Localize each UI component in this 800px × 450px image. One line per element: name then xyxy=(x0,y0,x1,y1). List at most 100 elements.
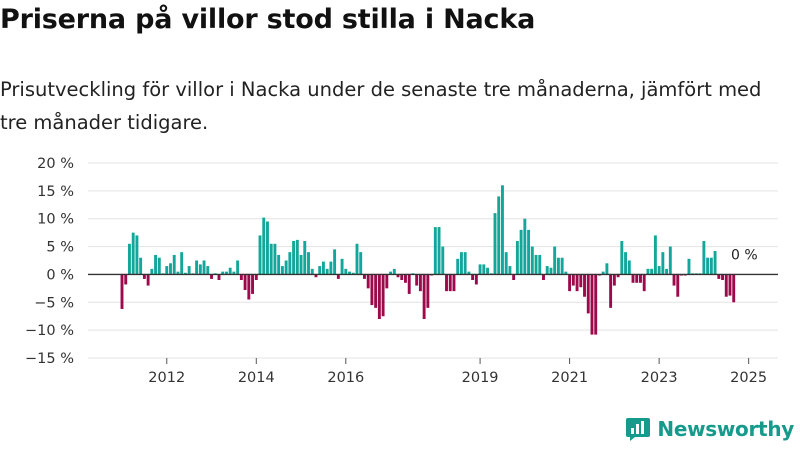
bar xyxy=(228,267,232,275)
bar xyxy=(605,263,609,275)
x-tick-label: 2019 xyxy=(462,370,499,386)
x-tick-label: 2021 xyxy=(551,370,588,386)
bar xyxy=(217,274,221,280)
bar xyxy=(545,266,549,275)
brand-logo-block: Newsworthy xyxy=(625,416,794,442)
bar xyxy=(157,257,161,275)
bar xyxy=(441,246,445,275)
bar xyxy=(198,264,202,275)
bar xyxy=(616,274,620,278)
y-tick-label: −15 % xyxy=(25,351,74,367)
bar xyxy=(519,229,523,275)
bar xyxy=(303,241,307,275)
bar xyxy=(262,217,266,275)
bar xyxy=(389,271,393,275)
bar xyxy=(650,268,654,275)
bar xyxy=(463,252,467,275)
bar xyxy=(713,251,717,275)
bar xyxy=(467,271,471,275)
bar xyxy=(635,274,639,283)
bar xyxy=(307,252,310,275)
bar xyxy=(340,258,344,275)
bar xyxy=(672,274,676,286)
bar xyxy=(422,274,426,319)
bar xyxy=(318,266,322,275)
bar xyxy=(377,274,381,319)
latest-value-annotation: 0 % xyxy=(731,247,758,263)
bar xyxy=(542,274,545,280)
bar xyxy=(471,274,475,280)
bar xyxy=(206,266,210,275)
bar xyxy=(325,268,329,275)
bar xyxy=(642,274,646,292)
bar xyxy=(415,274,419,286)
bar xyxy=(639,274,642,283)
bar xyxy=(437,227,441,275)
x-tick-label: 2014 xyxy=(238,370,275,386)
bar xyxy=(321,261,325,275)
bar xyxy=(284,260,288,275)
bar xyxy=(609,274,613,308)
bar xyxy=(515,241,519,275)
bar xyxy=(620,241,624,275)
bar xyxy=(120,274,124,309)
bar xyxy=(728,274,732,296)
bar xyxy=(594,274,598,335)
bar xyxy=(564,271,568,275)
bar xyxy=(717,274,721,279)
bar xyxy=(251,274,254,294)
bar xyxy=(336,274,340,279)
bar xyxy=(583,274,586,297)
bar xyxy=(668,246,672,275)
bar xyxy=(128,243,131,275)
bar xyxy=(333,249,337,275)
bar xyxy=(556,257,560,275)
bar xyxy=(210,274,213,279)
bar xyxy=(277,254,281,275)
brand-name: Newsworthy xyxy=(657,417,794,441)
bar xyxy=(508,266,512,275)
bar xyxy=(258,235,262,275)
bar xyxy=(187,266,191,275)
bar xyxy=(627,260,631,275)
bar xyxy=(452,274,456,292)
bar xyxy=(396,274,400,278)
x-tick-label: 2016 xyxy=(327,370,364,386)
bar xyxy=(624,252,627,275)
bar xyxy=(139,257,143,275)
bar xyxy=(374,274,378,308)
bar xyxy=(266,221,269,275)
bar xyxy=(530,246,534,275)
bar xyxy=(329,261,333,275)
y-tick-label: 10 % xyxy=(37,212,74,228)
bar xyxy=(445,274,448,292)
bar xyxy=(426,274,430,308)
bar xyxy=(527,229,531,275)
bar xyxy=(280,266,284,275)
bar xyxy=(295,239,299,275)
bar xyxy=(448,274,452,292)
bar xyxy=(392,268,396,275)
bar xyxy=(169,263,172,275)
grid-layer xyxy=(88,162,778,359)
bar xyxy=(299,254,303,275)
y-tick-label: 5 % xyxy=(46,240,74,256)
label-layer: 20 % 15 % 10 % 5 % 0 % −5 % −10 % −15 % 2012 2014… xyxy=(25,156,767,386)
bar xyxy=(273,243,277,275)
bar xyxy=(314,274,318,278)
bar xyxy=(135,235,139,275)
bar xyxy=(560,257,564,275)
bar xyxy=(724,274,728,297)
y-tick-label: 20 % xyxy=(37,156,74,172)
bar xyxy=(236,260,240,275)
bar xyxy=(601,271,605,275)
bar xyxy=(366,274,370,289)
bar xyxy=(571,274,575,286)
bar xyxy=(676,274,680,297)
bar xyxy=(404,274,407,283)
bar xyxy=(523,218,527,275)
bar xyxy=(706,257,710,275)
bar xyxy=(195,260,199,275)
bar xyxy=(646,268,650,275)
bar xyxy=(124,274,128,285)
